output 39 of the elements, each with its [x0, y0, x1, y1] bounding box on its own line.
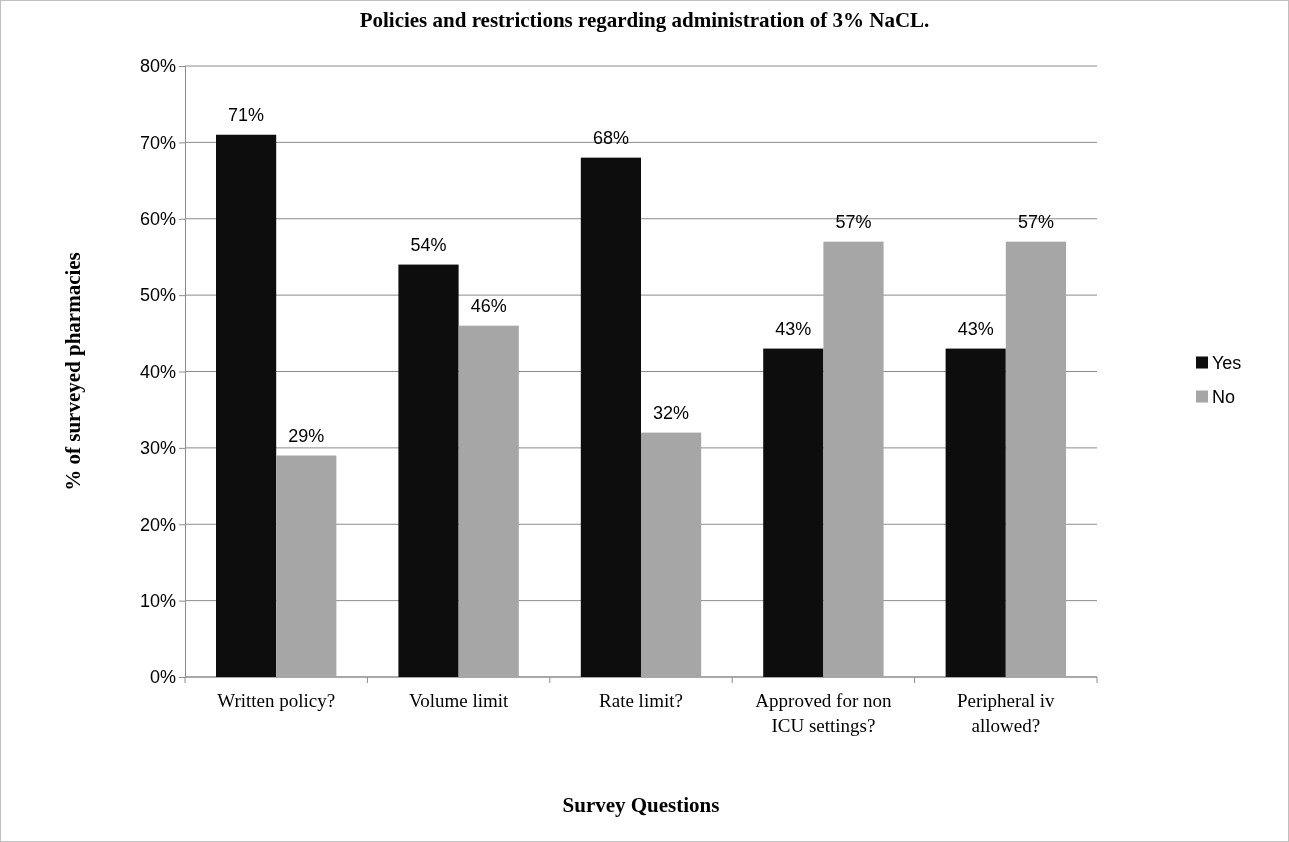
y-tick-label: 40%: [139, 361, 176, 382]
data-label: 54%: [410, 234, 447, 255]
data-label: 68%: [592, 127, 629, 148]
x-tick-label: Written policy?: [217, 690, 336, 711]
bar: [641, 432, 702, 677]
data-label: 43%: [957, 318, 994, 339]
legend-label: Yes: [1212, 352, 1242, 373]
y-tick-label: 70%: [139, 132, 176, 153]
y-tick-label: 0%: [149, 667, 176, 688]
y-tick-label: 80%: [139, 56, 176, 77]
x-tick-label: Approved for non ICU settings?: [755, 690, 892, 736]
bar: [763, 348, 824, 677]
y-tick-label: 20%: [139, 514, 176, 535]
bar: [398, 264, 459, 677]
bar: [216, 134, 277, 677]
bar: [580, 157, 641, 677]
x-axis-title: Survey Questions: [562, 793, 720, 817]
x-tick-label: Rate limit?: [599, 690, 683, 711]
data-label: 57%: [1017, 211, 1054, 232]
x-tick-label: Peripheral iv allowed?: [957, 690, 1056, 736]
data-label: 57%: [835, 211, 872, 232]
y-tick-label: 50%: [139, 285, 176, 306]
data-label: 43%: [775, 318, 812, 339]
bar: [823, 241, 884, 677]
bar: [1005, 241, 1066, 677]
data-label: 71%: [228, 104, 265, 125]
x-tick-label: Volume limit: [408, 690, 510, 711]
y-tick-label: 10%: [139, 590, 176, 611]
y-tick-label: 60%: [139, 209, 176, 230]
data-label: 32%: [653, 402, 690, 423]
legend-label: No: [1212, 386, 1236, 407]
y-axis-title: % of surveyed pharmacies: [61, 252, 85, 491]
bar: [276, 455, 337, 677]
chart-title: Policies and restrictions regarding administration of 3% NaCL.: [359, 8, 930, 32]
bar: [945, 348, 1006, 677]
y-tick-label: 30%: [139, 438, 176, 459]
bar: [458, 325, 519, 677]
data-label: 29%: [288, 425, 325, 446]
data-label: 46%: [470, 295, 507, 316]
